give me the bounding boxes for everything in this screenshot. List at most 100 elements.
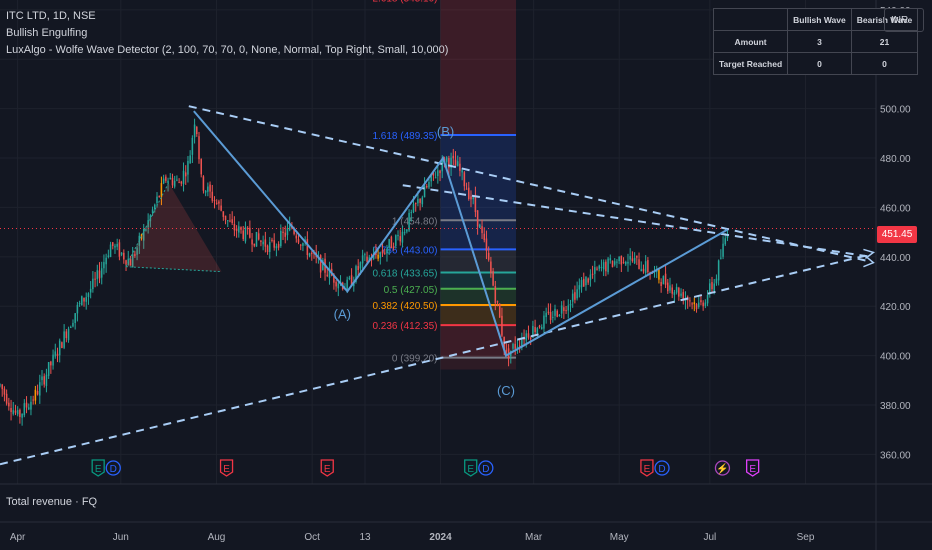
total-revenue-pane-label[interactable]: Total revenue · FQ <box>6 496 98 508</box>
chart-grid <box>0 0 876 484</box>
candle-body <box>105 257 107 265</box>
candle-body <box>25 402 28 408</box>
candle-body <box>299 244 302 246</box>
candle-body <box>525 333 528 341</box>
candle-body <box>69 327 72 329</box>
candle-body <box>695 304 698 310</box>
candle-body <box>182 170 185 184</box>
candle-body <box>485 238 488 251</box>
candle-body <box>231 219 233 224</box>
candle-body <box>200 159 202 175</box>
event-marker-label: D <box>110 464 117 475</box>
candle-body <box>63 331 65 348</box>
candle-body <box>118 242 121 257</box>
candle-body <box>450 157 452 168</box>
candle-body <box>211 191 214 201</box>
candle-body <box>145 229 147 231</box>
candle-body <box>107 255 110 257</box>
candle-body <box>390 236 393 249</box>
price-tick-label: 460.00 <box>880 203 911 214</box>
candle-body <box>560 305 563 314</box>
candle-body <box>702 302 704 307</box>
currency-selector[interactable]: INR <box>884 8 924 32</box>
fib-zone <box>440 249 517 273</box>
earnings-marker-icon <box>91 459 105 477</box>
candle-body <box>129 259 132 266</box>
candle-body <box>492 271 494 286</box>
candle-body <box>302 243 304 246</box>
candle-body <box>689 300 691 302</box>
candle-body <box>154 204 156 210</box>
candle-body <box>134 254 136 256</box>
candle-body <box>722 243 724 257</box>
candle-body <box>16 410 19 415</box>
candle-body <box>257 233 260 240</box>
candle-body <box>275 246 278 249</box>
candle-body <box>61 342 63 349</box>
indicator-wolfe-wave[interactable]: LuxAlgo - Wolfe Wave Detector (2, 100, 7… <box>6 44 449 56</box>
candle-body <box>536 328 539 335</box>
candle-body <box>403 232 406 234</box>
candle-body <box>207 186 209 192</box>
candle-body <box>5 393 8 404</box>
time-tick-label: Sep <box>797 532 815 543</box>
candle-body <box>311 252 313 254</box>
candle-body <box>81 296 83 306</box>
candle-body <box>682 292 685 301</box>
candle-body <box>693 302 696 305</box>
candle-body <box>54 351 57 357</box>
candle-body <box>240 227 242 230</box>
candle-body <box>337 283 340 289</box>
fib-zone <box>440 272 517 289</box>
candle-body <box>640 269 643 272</box>
fib-level-label: 0.5 (427.05) <box>384 285 438 296</box>
candle-body <box>45 374 48 386</box>
indicator-bullish-engulfing[interactable]: Bullish Engulfing <box>6 27 88 39</box>
candle-body <box>582 278 585 287</box>
candle-body <box>414 202 417 205</box>
candle-body <box>638 259 640 269</box>
candle-body <box>461 170 463 173</box>
stats-header-blank <box>712 8 789 31</box>
time-tick-label: Apr <box>10 532 26 543</box>
candle-body <box>176 179 178 181</box>
candle-body <box>12 410 15 414</box>
candle-body <box>381 250 384 254</box>
candle-body <box>326 274 329 276</box>
candle-body <box>392 246 395 249</box>
time-tick-label: Oct <box>304 532 320 543</box>
candle-body <box>633 257 636 264</box>
candle-body <box>662 276 665 285</box>
candle-body <box>235 228 238 231</box>
candle-body <box>629 256 631 260</box>
candle-body <box>359 262 362 269</box>
candle-body <box>193 124 196 138</box>
candle-body <box>151 209 154 213</box>
candle-body <box>675 287 678 293</box>
price-tick-label: 440.00 <box>880 253 911 264</box>
candle-body <box>437 170 439 177</box>
candle-body <box>622 262 625 264</box>
fib-level-label: 1.618 (489.35) <box>372 131 437 142</box>
candle-body <box>594 267 596 274</box>
candle-body <box>169 177 172 180</box>
candle-body <box>288 225 291 231</box>
candle-body <box>620 255 623 265</box>
candle-body <box>596 268 598 270</box>
price-tick-label: 500.00 <box>880 105 911 116</box>
candle-body <box>658 269 660 280</box>
candle-body <box>162 178 165 184</box>
candle-body <box>273 240 275 248</box>
wave-point-label: (B) <box>437 124 454 139</box>
candle-body <box>131 254 134 268</box>
stats-cell: 0 <box>787 52 852 75</box>
candle-body <box>715 278 718 284</box>
candle-body <box>428 182 430 188</box>
stats-cell: 0 <box>850 52 919 75</box>
candle-body <box>89 288 92 293</box>
symbol-title[interactable]: ITC LTD, 1D, NSE <box>6 10 96 22</box>
candle-body <box>196 126 198 135</box>
candle-body <box>456 161 459 166</box>
event-marker-label: ⚡ <box>716 462 728 475</box>
